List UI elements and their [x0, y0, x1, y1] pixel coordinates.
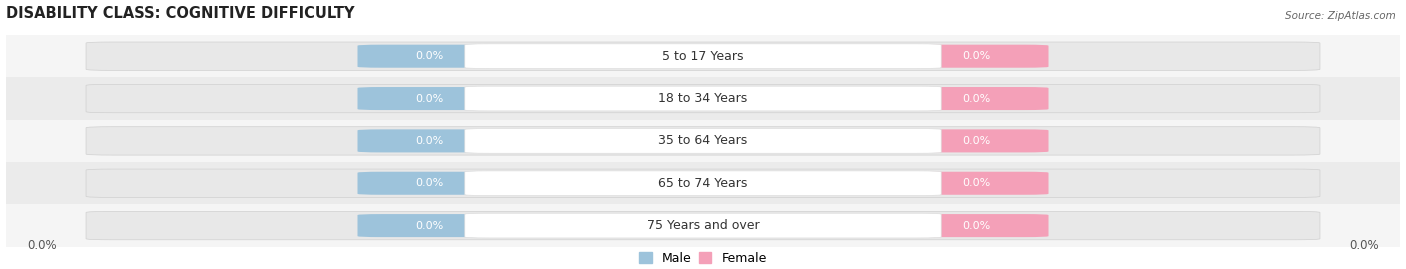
Text: 0.0%: 0.0% [1350, 239, 1379, 252]
FancyBboxPatch shape [86, 211, 1320, 240]
Text: 75 Years and over: 75 Years and over [647, 219, 759, 232]
FancyBboxPatch shape [357, 214, 502, 237]
Text: Source: ZipAtlas.com: Source: ZipAtlas.com [1285, 11, 1396, 21]
FancyBboxPatch shape [357, 172, 502, 195]
FancyBboxPatch shape [86, 42, 1320, 70]
FancyBboxPatch shape [904, 214, 1049, 237]
FancyBboxPatch shape [904, 172, 1049, 195]
FancyBboxPatch shape [465, 129, 941, 153]
FancyBboxPatch shape [465, 171, 941, 196]
Text: 65 to 74 Years: 65 to 74 Years [658, 177, 748, 190]
FancyBboxPatch shape [357, 87, 502, 110]
Text: 0.0%: 0.0% [963, 94, 991, 104]
Text: DISABILITY CLASS: COGNITIVE DIFFICULTY: DISABILITY CLASS: COGNITIVE DIFFICULTY [6, 6, 354, 20]
FancyBboxPatch shape [904, 129, 1049, 153]
Bar [0, 204, 1406, 247]
Text: 0.0%: 0.0% [963, 51, 991, 61]
FancyBboxPatch shape [465, 44, 941, 69]
FancyBboxPatch shape [357, 45, 502, 68]
Text: 5 to 17 Years: 5 to 17 Years [662, 50, 744, 63]
Text: 18 to 34 Years: 18 to 34 Years [658, 92, 748, 105]
Text: 0.0%: 0.0% [415, 221, 443, 231]
FancyBboxPatch shape [465, 86, 941, 111]
Bar [0, 35, 1406, 77]
Text: 0.0%: 0.0% [415, 51, 443, 61]
FancyBboxPatch shape [357, 129, 502, 153]
Text: 0.0%: 0.0% [963, 221, 991, 231]
Text: 35 to 64 Years: 35 to 64 Years [658, 134, 748, 147]
Legend: Male, Female: Male, Female [640, 252, 766, 265]
FancyBboxPatch shape [904, 45, 1049, 68]
FancyBboxPatch shape [86, 169, 1320, 197]
Text: 0.0%: 0.0% [415, 178, 443, 188]
FancyBboxPatch shape [86, 84, 1320, 113]
Text: 0.0%: 0.0% [415, 94, 443, 104]
Bar [0, 77, 1406, 120]
FancyBboxPatch shape [904, 87, 1049, 110]
Text: 0.0%: 0.0% [963, 136, 991, 146]
Text: 0.0%: 0.0% [415, 136, 443, 146]
Text: 0.0%: 0.0% [963, 178, 991, 188]
Text: 0.0%: 0.0% [27, 239, 56, 252]
FancyBboxPatch shape [86, 127, 1320, 155]
FancyBboxPatch shape [465, 213, 941, 238]
Bar [0, 162, 1406, 204]
Bar [0, 120, 1406, 162]
